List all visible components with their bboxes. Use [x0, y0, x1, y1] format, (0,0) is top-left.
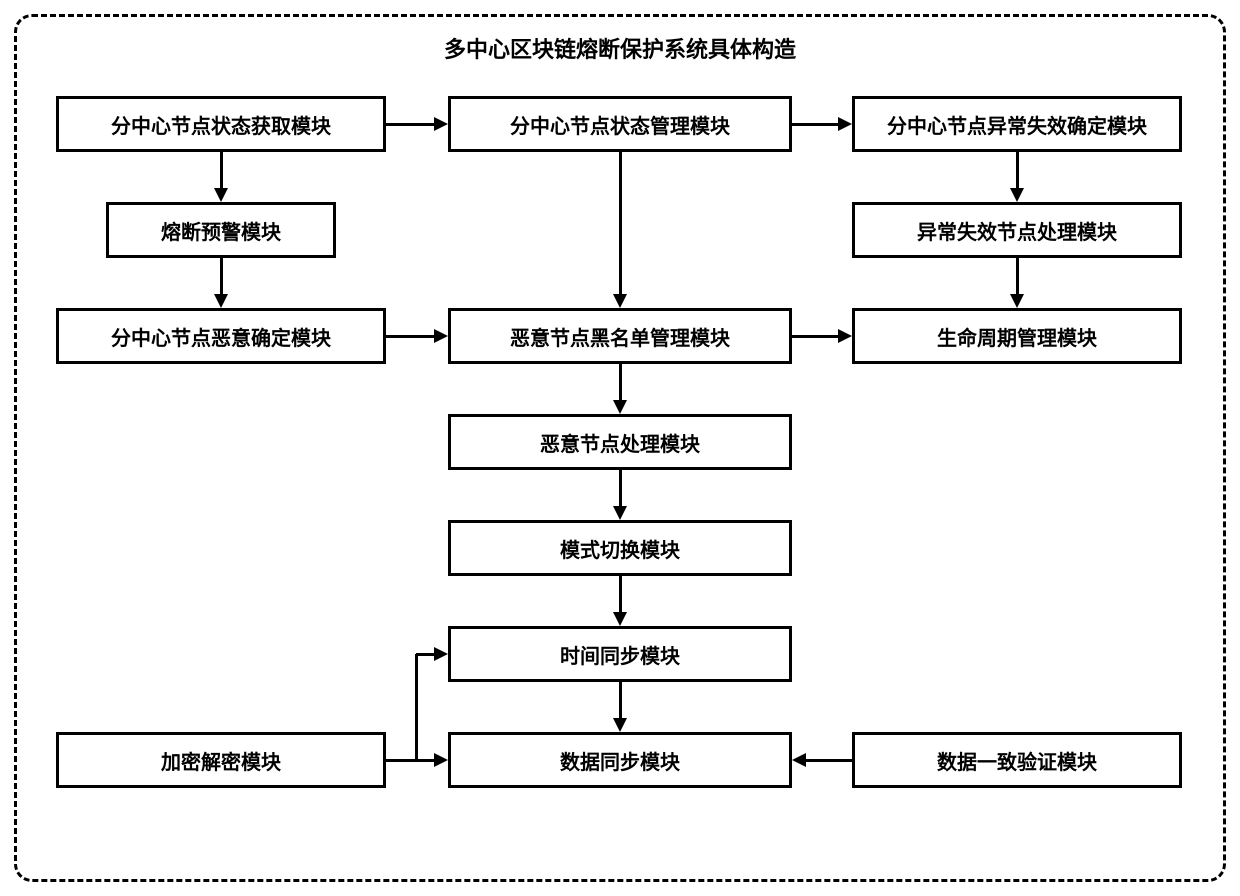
edge-arrowhead — [613, 612, 627, 626]
node-n_c1: 分中心节点状态管理模块 — [448, 96, 792, 152]
edge-arrowhead — [434, 117, 448, 131]
node-n_c3: 恶意节点黑名单管理模块 — [448, 308, 792, 364]
node-n_c4: 恶意节点处理模块 — [448, 414, 792, 470]
edge-arrowhead — [838, 117, 852, 131]
node-n_r2: 异常失效节点处理模块 — [852, 202, 1182, 258]
edge-segment — [619, 682, 622, 719]
edge-segment — [619, 470, 622, 507]
edge-arrowhead — [613, 400, 627, 414]
edge-arrowhead — [792, 753, 806, 767]
node-n_r1: 分中心节点异常失效确定模块 — [852, 96, 1182, 152]
edge-arrowhead — [214, 188, 228, 202]
node-n_l2: 熔断预警模块 — [106, 202, 336, 258]
edge-segment — [386, 123, 435, 126]
edge-segment — [386, 335, 435, 338]
edge-arrowhead — [613, 294, 627, 308]
node-n_c7: 数据同步模块 — [448, 732, 792, 788]
node-n_r3: 生命周期管理模块 — [852, 308, 1182, 364]
edge-arrowhead — [838, 329, 852, 343]
node-n_c6: 时间同步模块 — [448, 626, 792, 682]
edge-segment — [386, 759, 416, 762]
edge-segment — [792, 123, 839, 126]
edge-arrowhead — [1010, 188, 1024, 202]
edge-arrowhead — [434, 647, 448, 661]
node-n_c5: 模式切换模块 — [448, 520, 792, 576]
edge-arrowhead — [613, 718, 627, 732]
edge-segment — [220, 258, 223, 295]
edge-arrowhead — [434, 753, 448, 767]
node-n_r7: 数据一致验证模块 — [852, 732, 1182, 788]
edge-arrowhead — [214, 294, 228, 308]
node-n_l1: 分中心节点状态获取模块 — [56, 96, 386, 152]
edge-arrowhead — [613, 506, 627, 520]
edge-segment — [792, 335, 839, 338]
edge-segment — [415, 654, 418, 760]
edge-arrowhead — [1010, 294, 1024, 308]
node-n_l3: 分中心节点恶意确定模块 — [56, 308, 386, 364]
edge-segment — [1016, 258, 1019, 295]
edge-segment — [805, 759, 852, 762]
edge-segment — [619, 152, 622, 295]
diagram-title: 多中心区块链熔断保护系统具体构造 — [0, 32, 1240, 64]
edge-segment — [220, 152, 223, 189]
edge-segment — [619, 576, 622, 613]
node-n_l7: 加密解密模块 — [56, 732, 386, 788]
edge-arrowhead — [434, 329, 448, 343]
edge-segment — [619, 364, 622, 401]
edge-segment — [416, 653, 435, 656]
edge-segment — [1016, 152, 1019, 189]
